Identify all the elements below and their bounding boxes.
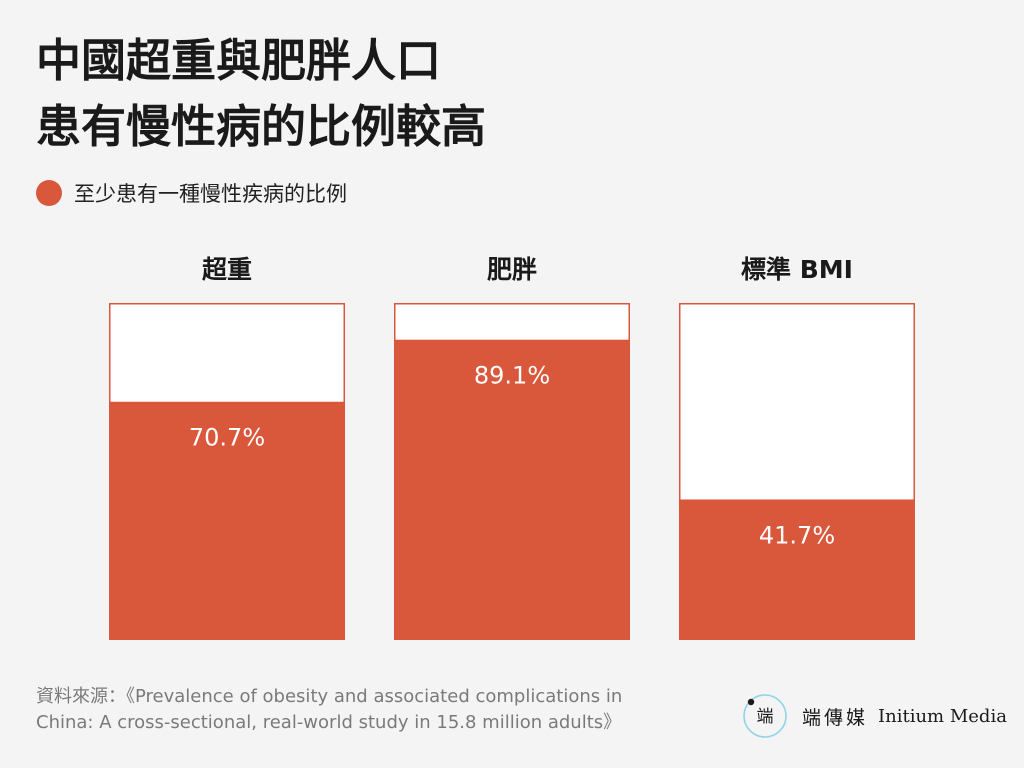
legend-label: 至少患有一種慢性疾病的比例 bbox=[74, 182, 347, 206]
source-line-1: 資料來源：《Prevalence of obesity and associat… bbox=[36, 686, 623, 707]
bar-frame-2 bbox=[679, 303, 915, 640]
bar-0 bbox=[109, 401, 345, 640]
chart-title: 中國超重與肥胖人口 患有慢性病的比例較高 bbox=[36, 28, 976, 160]
legend: 至少患有一種慢性疾病的比例 bbox=[36, 178, 347, 208]
category-label-2: 標準 BMI bbox=[741, 255, 853, 284]
bar-2 bbox=[679, 499, 915, 640]
value-label-1: 89.1% bbox=[474, 362, 550, 390]
brand-name-zh: 端傳媒 bbox=[802, 706, 869, 729]
value-label-2: 41.7% bbox=[759, 521, 835, 549]
value-label-0: 70.7% bbox=[189, 424, 265, 452]
bar-1 bbox=[394, 339, 630, 640]
logo-glyph: 端 bbox=[757, 707, 774, 727]
category-label-1: 肥胖 bbox=[487, 255, 537, 284]
brand: 端 端傳媒 Initium Media bbox=[742, 692, 1007, 740]
source-note: 資料來源：《Prevalence of obesity and associat… bbox=[36, 684, 686, 736]
source-line-2: China: A cross-sectional, real-world stu… bbox=[36, 712, 622, 733]
chart-title-line-2: 患有慢性病的比例較高 bbox=[36, 100, 487, 153]
brand-name-en: Initium Media bbox=[878, 705, 1007, 727]
bar-frame-1 bbox=[394, 303, 630, 640]
category-label-0: 超重 bbox=[202, 255, 252, 284]
chart-title-line-1: 中國超重與肥胖人口 bbox=[36, 34, 442, 87]
initium-logo-icon: 端 bbox=[742, 693, 788, 739]
bar-frame-0 bbox=[109, 303, 345, 640]
legend-swatch bbox=[36, 180, 62, 206]
